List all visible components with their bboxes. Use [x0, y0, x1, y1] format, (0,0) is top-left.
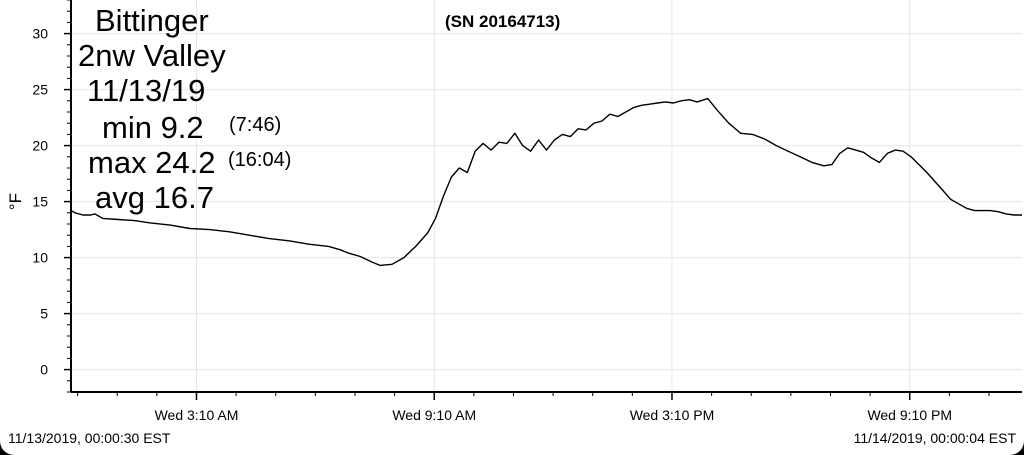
x-tick-label: Wed 3:10 AM [155, 407, 239, 423]
range-start: 11/13/2019, 00:00:30 EST [8, 430, 171, 446]
y-tick-label: 20 [32, 138, 48, 154]
x-tick-label: Wed 3:10 PM [630, 407, 715, 423]
y-tick-label: 30 [32, 26, 48, 42]
min-stat: min 9.2 [102, 110, 204, 145]
label-layer: 0 5 10 15 20 25 30 Wed 3:10 AM Wed 9:10 AM Wed 3:… [6, 26, 952, 423]
max-stat: max 24.2 [88, 145, 216, 180]
stats-date: 11/13/19 [87, 73, 206, 108]
station-name-line2: 2nw Valley [78, 38, 226, 73]
grid-layer [71, 0, 1022, 392]
range-end: 11/14/2019, 00:00:04 EST [853, 430, 1016, 446]
y-tick-label: 5 [40, 306, 48, 322]
temperature-series-line [70, 97, 1022, 267]
y-tick-label: 10 [32, 250, 48, 266]
max-time: (16:04) [228, 149, 292, 171]
avg-stat: avg 16.7 [95, 180, 214, 215]
axis-layer [64, 0, 1022, 400]
y-tick-label: 25 [32, 82, 48, 98]
y-axis-label: °F [6, 193, 25, 210]
x-tick-label: Wed 9:10 AM [392, 407, 476, 423]
station-name-line1: Bittinger [95, 3, 209, 38]
serial-number: (SN 20164713) [445, 12, 561, 31]
line-layer [70, 97, 1022, 267]
x-tick-label: Wed 9:10 PM [867, 407, 952, 423]
y-tick-label: 15 [32, 194, 48, 210]
min-time: (7:46) [229, 114, 282, 136]
y-tick-label: 0 [40, 362, 48, 378]
